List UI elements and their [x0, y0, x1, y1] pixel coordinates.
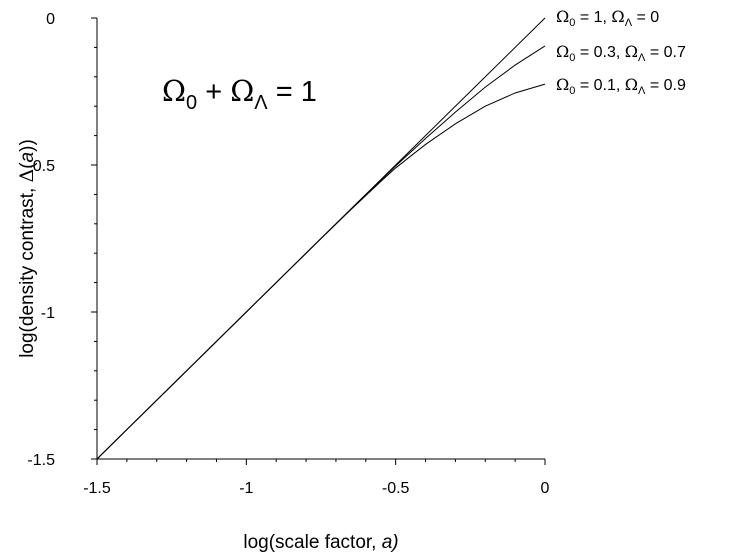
x-tick-label: -0.5 [382, 480, 410, 497]
y-tick-label: -1.5 [27, 452, 55, 469]
y-tick-label: 0 [46, 11, 55, 28]
x-tick-label: -1 [239, 480, 253, 497]
y-tick-label: -1 [41, 305, 55, 322]
x-tick-label: 0 [541, 480, 550, 497]
y-tick-label: -0.5 [27, 158, 55, 175]
series-label-1: Ω0 = 1, ΩΛ = 0 [556, 7, 659, 29]
x-tick-label: -1.5 [83, 480, 111, 497]
y-axis-title: log(density contrast, Δ(a)) [16, 139, 38, 358]
annotation-constraint: Ω0 + ΩΛ = 1 [162, 74, 317, 114]
series-label-2: Ω0 = 0.3, ΩΛ = 0.7 [556, 42, 686, 64]
x-axis-title: log(scale factor, a) [243, 532, 398, 553]
series-label-3: Ω0 = 0.1, ΩΛ = 0.9 [556, 75, 686, 97]
series-line-3 [96, 83, 546, 460]
